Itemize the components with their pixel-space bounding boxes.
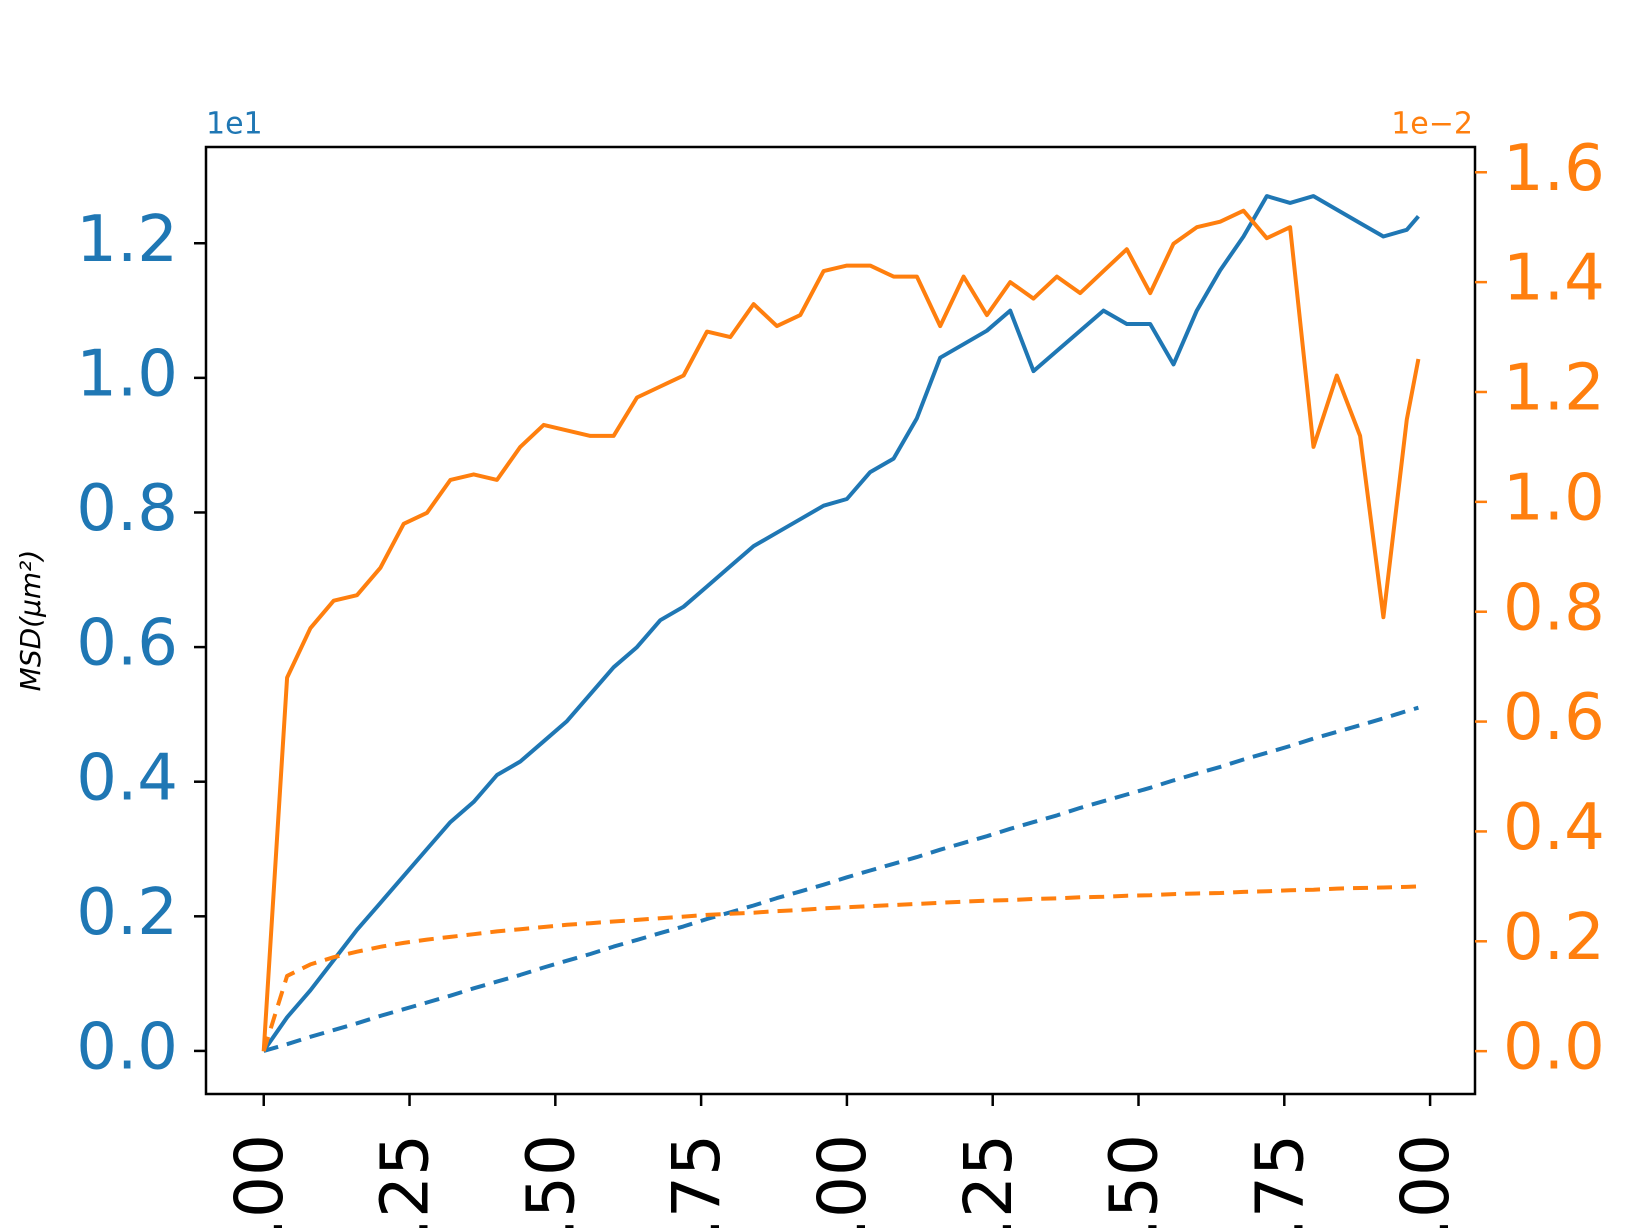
y2-tick-label: 1.6 xyxy=(1503,132,1605,206)
x-tick-label: 0.00 xyxy=(221,1134,298,1228)
y-tick-label: 0.0 xyxy=(76,1011,178,1085)
x-tick-label: 0.25 xyxy=(367,1134,444,1228)
y2-offset-text: 1e−2 xyxy=(1391,107,1473,142)
y-tick-label: 1.0 xyxy=(76,337,178,411)
y2-tick-label: 1.2 xyxy=(1503,352,1605,426)
series-line xyxy=(263,705,1419,1053)
y2-tick-label: 0.0 xyxy=(1503,1011,1605,1085)
x-tick-label: 0.50 xyxy=(512,1134,589,1228)
y-axis-label: MSD(μm²) xyxy=(14,550,47,692)
axes-frame xyxy=(204,145,1477,1096)
y2-tick-label: 0.2 xyxy=(1503,901,1605,975)
series-line xyxy=(262,194,1420,1053)
y2-tick-label: 0.4 xyxy=(1503,791,1605,865)
y-tick-label: 1.2 xyxy=(76,203,178,277)
x-tick-label: 1.50 xyxy=(1096,1134,1173,1228)
x-tick-label: 1.25 xyxy=(950,1134,1027,1228)
x-tick-label: 1.75 xyxy=(1241,1134,1318,1228)
series-line xyxy=(261,884,1419,1052)
y-tick-label: 0.4 xyxy=(76,741,178,815)
y2-tick-label: 1.0 xyxy=(1503,461,1605,535)
x-tick-label: 2.00 xyxy=(1387,1134,1464,1228)
y-tick-label: 0.8 xyxy=(76,472,178,546)
series-line xyxy=(261,208,1421,1052)
y-tick-label: 0.2 xyxy=(76,876,178,950)
y2-tick-label: 1.4 xyxy=(1503,242,1605,316)
y-offset-text: 1e1 xyxy=(206,107,263,142)
y-tick-label: 0.6 xyxy=(76,607,178,681)
x-tick-label: 0.75 xyxy=(658,1134,735,1228)
y2-tick-label: 0.6 xyxy=(1503,681,1605,755)
x-tick-label: 1.00 xyxy=(804,1134,881,1228)
y2-tick-label: 0.8 xyxy=(1503,571,1605,645)
